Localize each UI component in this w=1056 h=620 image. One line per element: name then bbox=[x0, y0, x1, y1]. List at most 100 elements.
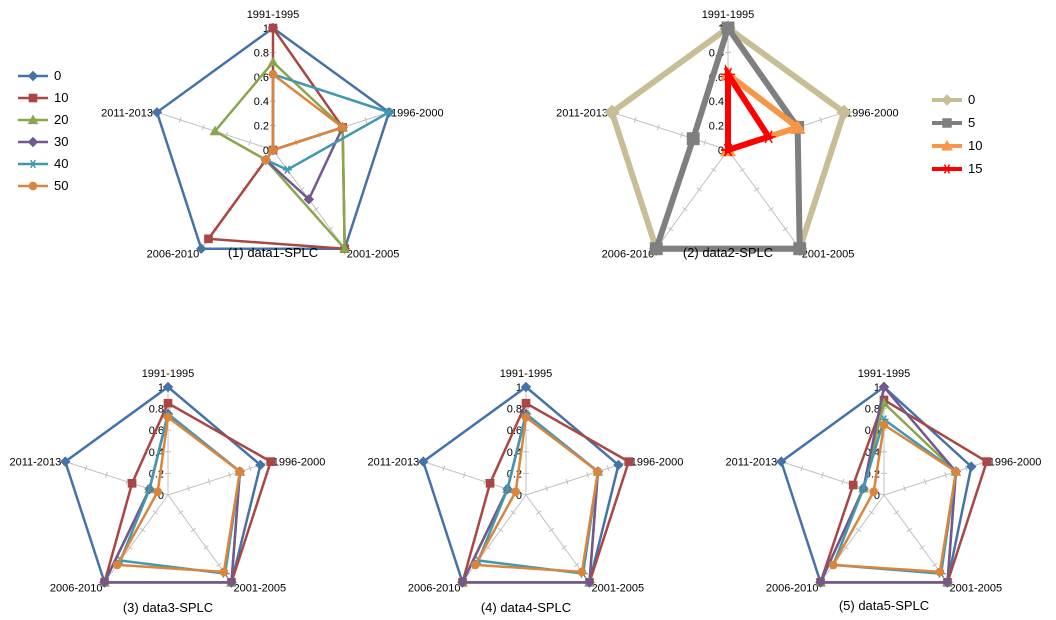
series-50 bbox=[828, 420, 961, 577]
axis-tick bbox=[768, 207, 774, 212]
axis-tick bbox=[819, 116, 823, 123]
data-point bbox=[60, 456, 71, 467]
axis-tick bbox=[178, 116, 182, 123]
series-line bbox=[264, 71, 346, 161]
legend-marker bbox=[941, 94, 953, 106]
legend-item: 50 bbox=[18, 178, 68, 193]
tick-label: 0 bbox=[516, 490, 522, 502]
axis-tick bbox=[248, 139, 252, 146]
radar-chart-4: 00.20.40.60.811991-19951996-20002001-200… bbox=[367, 368, 683, 615]
axis-tick bbox=[125, 478, 129, 485]
series-line bbox=[264, 125, 345, 202]
data-point bbox=[470, 560, 480, 570]
category-label: 1996-2000 bbox=[989, 457, 1042, 469]
tick-label: 0.4 bbox=[254, 96, 269, 108]
axis-tick bbox=[782, 226, 789, 232]
data-point bbox=[384, 108, 394, 117]
data-point bbox=[521, 398, 531, 408]
chart-caption: (3) data3-SPLC bbox=[123, 600, 213, 615]
category-label: 1996-2000 bbox=[846, 107, 899, 119]
category-label: 2001-2005 bbox=[233, 582, 286, 594]
tick-label: 1 bbox=[874, 382, 880, 394]
data-point bbox=[935, 567, 945, 577]
axis-tick bbox=[710, 167, 717, 172]
chart-caption: (1) data1-SPLC bbox=[228, 245, 318, 260]
data-point bbox=[593, 467, 603, 476]
legend-item: 0 bbox=[18, 68, 61, 83]
legend-marker bbox=[27, 70, 39, 82]
data-point bbox=[982, 457, 992, 466]
series-line bbox=[118, 411, 242, 576]
series-line bbox=[818, 398, 989, 584]
tick-label: 0 bbox=[263, 145, 269, 157]
series-50 bbox=[470, 412, 603, 577]
data-point bbox=[457, 577, 468, 588]
data-point bbox=[268, 70, 278, 79]
legend-label: 40 bbox=[54, 156, 68, 171]
legend-label: 15 bbox=[968, 161, 982, 176]
series-10 bbox=[816, 395, 992, 587]
data-point bbox=[163, 412, 173, 422]
radar-chart-2: 00.20.40.60.811991-19951996-20002001-200… bbox=[556, 9, 982, 261]
category-label: 2011-2013 bbox=[725, 457, 777, 469]
data-point bbox=[511, 487, 521, 496]
axis-spoke bbox=[167, 494, 232, 583]
data-point bbox=[196, 243, 207, 254]
legend-label: 20 bbox=[54, 112, 68, 127]
category-label: 1991-1995 bbox=[702, 9, 755, 21]
category-label: 2011-2013 bbox=[556, 107, 608, 119]
tick-label: 1 bbox=[516, 382, 522, 394]
data-point bbox=[127, 478, 137, 488]
axis-tick bbox=[606, 465, 610, 472]
axis-tick bbox=[139, 527, 146, 533]
data-point bbox=[613, 459, 624, 471]
data-point bbox=[162, 381, 174, 393]
data-point bbox=[686, 132, 700, 146]
data-point bbox=[848, 480, 858, 490]
data-point bbox=[219, 567, 229, 577]
legend-item: 10 bbox=[932, 138, 982, 153]
axis-tick bbox=[187, 485, 190, 492]
category-label: 2001-2005 bbox=[802, 249, 855, 261]
axis-tick bbox=[893, 510, 900, 515]
series-50 bbox=[112, 412, 245, 577]
series-line bbox=[460, 411, 600, 584]
radar-chart-1: 00.20.40.60.811991-19951996-20002001-200… bbox=[18, 9, 444, 261]
category-label: 2006-2010 bbox=[766, 582, 819, 594]
series-line bbox=[102, 411, 242, 584]
category-label: 1996-2000 bbox=[391, 107, 444, 119]
legend-marker bbox=[942, 118, 952, 128]
axis-tick bbox=[483, 478, 487, 485]
category-label: 2001-2005 bbox=[591, 582, 644, 594]
axis-tick bbox=[565, 478, 569, 485]
data-point bbox=[204, 234, 213, 244]
legend-label: 50 bbox=[54, 178, 68, 193]
series-line bbox=[652, 21, 803, 252]
legend-label: 0 bbox=[54, 68, 61, 83]
data-point bbox=[858, 484, 868, 493]
chart-caption: (5) data5-SPLC bbox=[839, 598, 929, 613]
data-point bbox=[836, 104, 852, 121]
data-point bbox=[761, 130, 776, 144]
data-point bbox=[815, 577, 826, 588]
data-point bbox=[266, 457, 276, 466]
series-line bbox=[473, 414, 600, 574]
legend-item: 5 bbox=[932, 115, 975, 130]
tick-label: 0.2 bbox=[709, 121, 724, 133]
axis-tick bbox=[152, 510, 159, 515]
data-point bbox=[145, 484, 155, 494]
axis-tick bbox=[841, 478, 845, 485]
legend-item: 15 bbox=[932, 161, 982, 176]
data-point bbox=[966, 461, 977, 472]
legend-marker bbox=[27, 114, 39, 125]
category-label: 1991-1995 bbox=[142, 368, 195, 380]
series-10 bbox=[100, 398, 276, 587]
data-point bbox=[151, 107, 163, 118]
axis-tick bbox=[586, 471, 590, 478]
data-point bbox=[789, 119, 806, 134]
tick-label: 0 bbox=[874, 490, 880, 502]
data-point bbox=[255, 459, 266, 471]
category-label: 2006-2010 bbox=[50, 582, 103, 594]
data-point bbox=[503, 484, 513, 494]
data-point bbox=[226, 577, 237, 588]
